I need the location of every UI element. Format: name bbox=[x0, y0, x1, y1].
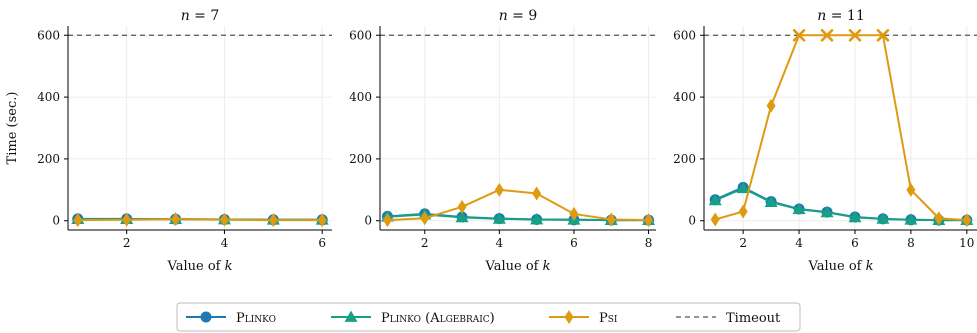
x-tick-label: 4 bbox=[496, 236, 504, 250]
x-tick-label: 4 bbox=[795, 236, 803, 250]
y-axis-label: Time (sec.) bbox=[5, 92, 20, 165]
plinko_alg-point bbox=[820, 205, 834, 218]
legend-marker-psi bbox=[564, 310, 574, 324]
legend-box bbox=[176, 302, 801, 332]
y-tick-label: 400 bbox=[673, 90, 696, 104]
psi-line bbox=[77, 218, 323, 222]
legend-entry-plinko_alg: Plinko (Algebraic) bbox=[331, 310, 495, 326]
psi-point bbox=[906, 182, 916, 197]
x-tick-label: 8 bbox=[907, 236, 915, 250]
panel-3: 2 4 6 8 10 0 200 400 600 n = 11 Value of k bbox=[673, 8, 977, 274]
y-tick-label: 0 bbox=[364, 214, 372, 228]
plinko_alg-point bbox=[530, 212, 544, 225]
psi-point bbox=[122, 212, 132, 227]
plinko_alg-point bbox=[492, 212, 506, 224]
y-tick-label: 200 bbox=[37, 152, 60, 166]
x-tick-label: 2 bbox=[123, 236, 131, 250]
y-tick-label: 600 bbox=[37, 28, 60, 42]
y-tick-label: 600 bbox=[349, 28, 372, 42]
x-tick-label: 6 bbox=[318, 236, 326, 250]
plinko_alg-point bbox=[455, 210, 469, 223]
legend-label: Psi bbox=[599, 311, 618, 326]
psi-timeout-point bbox=[820, 28, 834, 42]
legend-entry-psi: Psi bbox=[549, 310, 618, 326]
psi-point bbox=[962, 213, 972, 228]
panel-2: 2 4 6 8 0 200 400 600 n = 9 Value of k bbox=[349, 8, 656, 274]
x-tick-label: 2 bbox=[739, 236, 747, 250]
panel-title: n = 9 bbox=[499, 8, 538, 24]
psi-point bbox=[457, 199, 467, 214]
psi-line bbox=[387, 188, 649, 222]
series-psi bbox=[382, 182, 654, 228]
psi-point bbox=[420, 211, 430, 226]
plinko_alg-point bbox=[904, 213, 918, 225]
panel-1: 2 4 6 0 200 400 600 n = 7 Value of k Time (sec.) bbox=[5, 8, 332, 274]
y-tick-label: 0 bbox=[52, 214, 60, 228]
psi-point bbox=[317, 213, 327, 228]
y-tick-label: 200 bbox=[673, 152, 696, 166]
psi-point bbox=[606, 212, 616, 227]
psi-point bbox=[934, 211, 944, 226]
series-psi bbox=[73, 212, 327, 228]
panel-title: n = 11 bbox=[817, 8, 864, 24]
panel-title: n = 7 bbox=[181, 8, 220, 24]
legend-entry-plinko: Plinko bbox=[186, 311, 276, 326]
psi-timeout-point bbox=[876, 28, 890, 42]
psi-point bbox=[766, 98, 776, 113]
y-tick-label: 600 bbox=[673, 28, 696, 42]
y-tick-label: 200 bbox=[349, 152, 372, 166]
psi-timeout-point bbox=[848, 28, 862, 42]
psi-point bbox=[219, 212, 229, 227]
x-tick-label: 6 bbox=[851, 236, 859, 250]
plinko_alg-point bbox=[792, 202, 806, 215]
psi-point bbox=[73, 213, 83, 228]
x-tick-label: 10 bbox=[959, 236, 974, 250]
legend-label: Plinko (Algebraic) bbox=[381, 311, 495, 326]
series-psi bbox=[710, 28, 972, 228]
legend-label: Plinko bbox=[236, 311, 276, 326]
legend-marker-plinko_alg bbox=[344, 310, 358, 322]
psi-point bbox=[644, 213, 654, 228]
psi-point bbox=[532, 186, 542, 201]
x-tick-label: 8 bbox=[645, 236, 653, 250]
psi-point bbox=[738, 204, 748, 219]
x-axis-label: Value of k bbox=[167, 259, 233, 274]
psi-point bbox=[171, 212, 181, 227]
plinko_alg-point bbox=[764, 195, 778, 208]
psi-point bbox=[569, 206, 579, 221]
plinko_alg-point bbox=[708, 193, 722, 206]
psi-timeout-point bbox=[792, 28, 806, 42]
legend-entry-timeout: Timeout bbox=[676, 311, 781, 326]
legend-label: Timeout bbox=[726, 311, 781, 326]
y-tick-label: 400 bbox=[349, 90, 372, 104]
plinko_alg-point bbox=[848, 210, 862, 223]
psi-point bbox=[382, 213, 392, 228]
x-axis-label: Value of k bbox=[485, 259, 551, 274]
plinko_alg-point bbox=[736, 181, 750, 194]
x-tick-label: 6 bbox=[570, 236, 578, 250]
y-tick-label: 0 bbox=[688, 214, 696, 228]
y-tick-label: 400 bbox=[37, 90, 60, 104]
x-tick-label: 4 bbox=[221, 236, 229, 250]
legend-marker-plinko bbox=[200, 311, 212, 323]
plinko_alg-point bbox=[876, 212, 890, 224]
plinko_alg-line bbox=[714, 187, 967, 222]
plinko_alg-line bbox=[387, 213, 649, 222]
psi-point bbox=[268, 213, 278, 228]
psi-line bbox=[714, 34, 967, 222]
x-axis-label: Value of k bbox=[808, 259, 874, 274]
legend: Plinko Plinko (Algebraic) Psi Timeout bbox=[176, 302, 801, 332]
psi-point bbox=[494, 182, 504, 197]
x-tick-label: 2 bbox=[421, 236, 429, 250]
psi-point bbox=[710, 212, 720, 227]
